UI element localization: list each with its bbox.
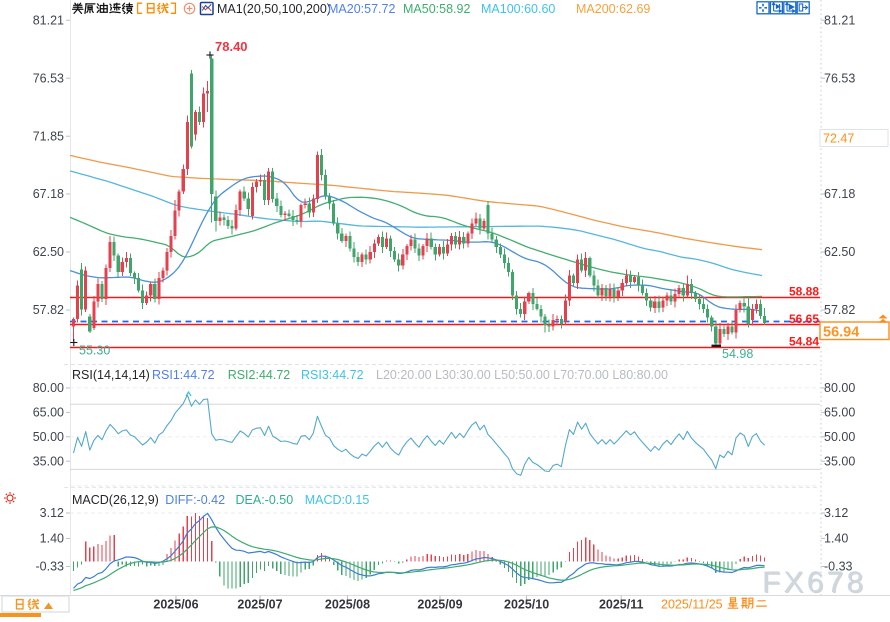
svg-text:35.00: 35.00 xyxy=(33,454,64,468)
svg-text:2025/09: 2025/09 xyxy=(417,598,462,612)
svg-text:RSI3:44.72: RSI3:44.72 xyxy=(301,368,364,382)
svg-text:3.12: 3.12 xyxy=(824,506,848,520)
svg-text:MACD:0.15: MACD:0.15 xyxy=(305,493,370,507)
svg-text:71.85: 71.85 xyxy=(33,129,64,143)
svg-text:56.94: 56.94 xyxy=(823,325,859,341)
svg-text:80.00: 80.00 xyxy=(824,381,855,395)
svg-text:81.21: 81.21 xyxy=(33,13,64,27)
svg-text:81.21: 81.21 xyxy=(824,13,855,27)
svg-text:MA200:62.69: MA200:62.69 xyxy=(576,2,650,16)
svg-text:2025/11: 2025/11 xyxy=(599,598,644,612)
svg-text:MA100:60.60: MA100:60.60 xyxy=(481,2,555,16)
svg-text:56.65: 56.65 xyxy=(789,312,819,326)
svg-text:2025/10: 2025/10 xyxy=(504,598,549,612)
svg-text:FX678: FX678 xyxy=(762,566,866,599)
svg-text:67.18: 67.18 xyxy=(33,187,64,201)
svg-text:MA20:57.72: MA20:57.72 xyxy=(328,2,395,16)
svg-text:-0.33: -0.33 xyxy=(824,560,853,574)
svg-text:L20:20.00 L30:30.00 L50:50.0: L20:20.00 L30:30.00 L50:50.00 L70:70.00 … xyxy=(376,368,668,382)
svg-text:58.88: 58.88 xyxy=(789,284,819,298)
svg-text:2025/11/25: 2025/11/25 xyxy=(661,598,723,612)
svg-text:-0.33: -0.33 xyxy=(36,560,65,574)
svg-text:MACD(26,12,9): MACD(26,12,9) xyxy=(72,493,159,507)
svg-text:65.00: 65.00 xyxy=(824,406,855,420)
svg-text:50.00: 50.00 xyxy=(824,430,855,444)
svg-text:RSI(14,14,14): RSI(14,14,14) xyxy=(72,368,150,382)
svg-text:67.18: 67.18 xyxy=(824,187,855,201)
svg-text:78.40: 78.40 xyxy=(215,39,248,54)
svg-text:50.00: 50.00 xyxy=(33,430,64,444)
svg-text:55.30: 55.30 xyxy=(79,344,110,358)
svg-text:76.53: 76.53 xyxy=(824,71,855,85)
svg-text:57.82: 57.82 xyxy=(33,303,64,317)
svg-text:57.82: 57.82 xyxy=(824,303,855,317)
svg-text:MA1(20,50,100,200): MA1(20,50,100,200) xyxy=(217,2,331,16)
svg-text:RSI2:44.72: RSI2:44.72 xyxy=(228,368,291,382)
svg-text:80.00: 80.00 xyxy=(33,381,64,395)
svg-text:1.40: 1.40 xyxy=(824,532,848,546)
svg-text:62.50: 62.50 xyxy=(33,245,64,259)
svg-text:MA50:58.92: MA50:58.92 xyxy=(403,2,470,16)
svg-text:62.50: 62.50 xyxy=(824,245,855,259)
svg-text:3.12: 3.12 xyxy=(40,506,64,520)
svg-text:2025/08: 2025/08 xyxy=(325,598,370,612)
svg-text:2025/06: 2025/06 xyxy=(153,598,198,612)
svg-text:RSI1:44.72: RSI1:44.72 xyxy=(152,368,215,382)
svg-text:DEA:-0.50: DEA:-0.50 xyxy=(236,493,294,507)
svg-text:54.84: 54.84 xyxy=(789,334,819,348)
svg-text:35.00: 35.00 xyxy=(824,454,855,468)
svg-text:54.98: 54.98 xyxy=(722,347,753,361)
svg-text:1.40: 1.40 xyxy=(40,532,64,546)
svg-text:65.00: 65.00 xyxy=(33,406,64,420)
svg-text:DIFF:-0.42: DIFF:-0.42 xyxy=(165,493,225,507)
svg-text:76.53: 76.53 xyxy=(33,71,64,85)
svg-text:FX678: FX678 xyxy=(763,567,867,600)
svg-text:72.47: 72.47 xyxy=(823,132,854,146)
svg-text:2025/07: 2025/07 xyxy=(237,598,282,612)
